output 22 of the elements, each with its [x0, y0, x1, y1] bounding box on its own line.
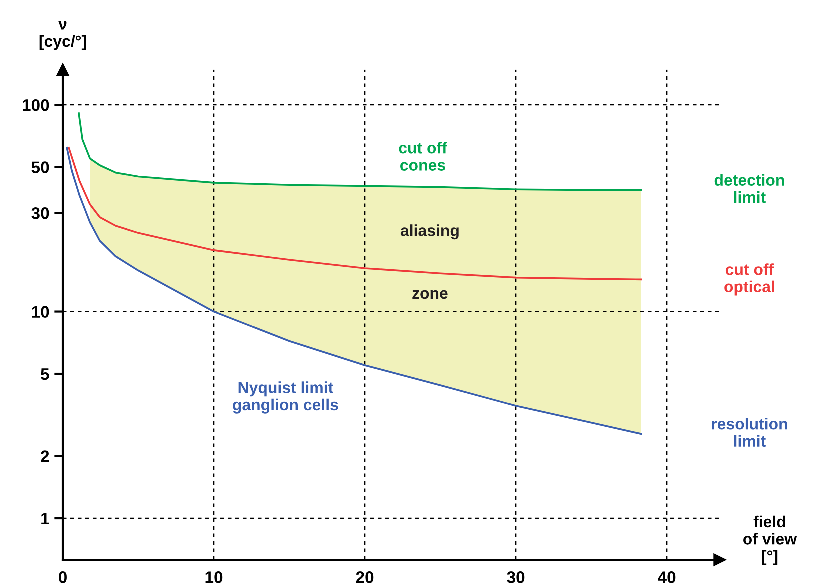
- text: resolution limit: [712, 418, 788, 447]
- y-tick-label: 50: [32, 162, 50, 174]
- y-tick-label: 100: [23, 99, 50, 112]
- x-tick-label: 10: [206, 572, 223, 584]
- line-series: [78, 112, 642, 192]
- annotation: zone: [412, 290, 448, 300]
- annotation: Nyquist limit ganglion cells: [233, 382, 338, 414]
- x-axis-title: field of view [°]: [744, 516, 798, 566]
- text: cut off optical: [724, 264, 774, 296]
- x-tick-label: 30: [507, 572, 525, 584]
- x-tick-label: 20: [356, 572, 374, 584]
- y-tick-label: 30: [32, 208, 50, 220]
- x-tick-label: 0: [59, 572, 67, 584]
- y-tick-label: 5: [41, 368, 50, 380]
- y-tick-label: 1: [42, 513, 50, 525]
- annotation: aliasing: [400, 224, 459, 240]
- y-axis-title: ν [cyc/°]: [40, 21, 86, 50]
- text: detection limit: [714, 174, 784, 204]
- x-tick-label: 40: [658, 572, 676, 584]
- y-tick-label: 2: [41, 450, 50, 462]
- y-tick-label: 10: [32, 306, 50, 318]
- annotation: cut off cones: [399, 142, 448, 171]
